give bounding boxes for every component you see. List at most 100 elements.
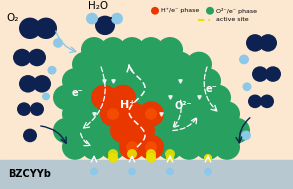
- Circle shape: [176, 68, 202, 94]
- Circle shape: [90, 168, 98, 175]
- Circle shape: [148, 118, 174, 143]
- Circle shape: [167, 85, 193, 110]
- Circle shape: [47, 66, 57, 74]
- Circle shape: [186, 118, 212, 143]
- Text: BZCYYb: BZCYYb: [8, 169, 51, 179]
- Circle shape: [145, 108, 157, 120]
- Circle shape: [23, 129, 37, 142]
- Circle shape: [62, 101, 88, 127]
- Circle shape: [128, 168, 136, 175]
- Circle shape: [100, 101, 126, 127]
- Circle shape: [243, 82, 251, 91]
- Circle shape: [138, 134, 164, 160]
- Circle shape: [167, 52, 193, 77]
- Circle shape: [129, 85, 155, 110]
- Circle shape: [248, 94, 262, 108]
- Text: e⁻: e⁻: [72, 88, 84, 98]
- Circle shape: [72, 52, 98, 77]
- Circle shape: [95, 16, 115, 35]
- Circle shape: [239, 55, 249, 64]
- Circle shape: [138, 101, 164, 127]
- Circle shape: [100, 37, 126, 62]
- Circle shape: [165, 149, 175, 159]
- Circle shape: [13, 49, 31, 66]
- Circle shape: [205, 118, 231, 143]
- Circle shape: [108, 149, 118, 159]
- Circle shape: [110, 85, 136, 110]
- Circle shape: [42, 93, 50, 100]
- Circle shape: [72, 85, 98, 110]
- Circle shape: [214, 134, 240, 160]
- Circle shape: [81, 101, 107, 127]
- Circle shape: [126, 141, 138, 153]
- Circle shape: [157, 134, 183, 160]
- Circle shape: [81, 68, 107, 94]
- Circle shape: [265, 66, 281, 82]
- Text: active site: active site: [216, 17, 249, 22]
- Circle shape: [148, 85, 174, 110]
- Circle shape: [119, 37, 145, 62]
- Circle shape: [91, 85, 117, 110]
- Circle shape: [86, 13, 98, 24]
- Circle shape: [100, 68, 126, 94]
- Text: O²⁻: O²⁻: [174, 101, 192, 111]
- Circle shape: [81, 37, 107, 62]
- Circle shape: [127, 149, 137, 159]
- Circle shape: [53, 85, 79, 110]
- Circle shape: [138, 37, 164, 62]
- Circle shape: [146, 153, 156, 163]
- Circle shape: [119, 134, 145, 160]
- Circle shape: [195, 68, 221, 94]
- Circle shape: [72, 118, 98, 143]
- Circle shape: [241, 131, 251, 140]
- Circle shape: [110, 52, 136, 77]
- Circle shape: [204, 154, 212, 162]
- Text: e⁻: e⁻: [206, 84, 218, 94]
- Circle shape: [206, 7, 214, 15]
- Circle shape: [108, 153, 118, 163]
- Circle shape: [166, 154, 174, 162]
- Circle shape: [19, 75, 37, 93]
- Circle shape: [119, 101, 145, 127]
- Circle shape: [176, 101, 202, 127]
- Circle shape: [176, 134, 202, 160]
- Circle shape: [224, 118, 250, 143]
- Text: H⁺: H⁺: [120, 100, 136, 110]
- Circle shape: [110, 118, 136, 143]
- Text: O₂: O₂: [6, 13, 18, 23]
- Circle shape: [35, 18, 57, 39]
- Circle shape: [30, 102, 44, 116]
- Circle shape: [100, 134, 126, 160]
- Circle shape: [195, 134, 221, 160]
- Circle shape: [111, 13, 123, 24]
- Text: H₂O: H₂O: [88, 1, 108, 11]
- Circle shape: [28, 49, 46, 66]
- Circle shape: [107, 108, 119, 120]
- Circle shape: [129, 118, 155, 143]
- Text: O²⁻/e⁻ phase: O²⁻/e⁻ phase: [216, 8, 257, 14]
- Circle shape: [157, 68, 183, 94]
- Circle shape: [62, 68, 88, 94]
- Circle shape: [151, 7, 159, 15]
- Circle shape: [145, 141, 157, 153]
- Circle shape: [166, 168, 174, 175]
- Circle shape: [186, 85, 212, 110]
- Circle shape: [246, 34, 264, 52]
- Circle shape: [53, 118, 79, 143]
- Circle shape: [204, 168, 212, 175]
- Circle shape: [91, 118, 117, 143]
- Circle shape: [91, 52, 117, 77]
- Bar: [0, 160, 293, 189]
- Circle shape: [205, 85, 231, 110]
- Circle shape: [19, 18, 41, 39]
- Circle shape: [195, 101, 221, 127]
- Circle shape: [214, 101, 240, 127]
- Circle shape: [260, 94, 274, 108]
- Circle shape: [186, 52, 212, 77]
- Circle shape: [157, 37, 183, 62]
- Text: H⁺/e⁻ phase: H⁺/e⁻ phase: [161, 8, 199, 13]
- Circle shape: [17, 102, 31, 116]
- Circle shape: [138, 68, 164, 94]
- Circle shape: [33, 75, 51, 93]
- Circle shape: [157, 101, 183, 127]
